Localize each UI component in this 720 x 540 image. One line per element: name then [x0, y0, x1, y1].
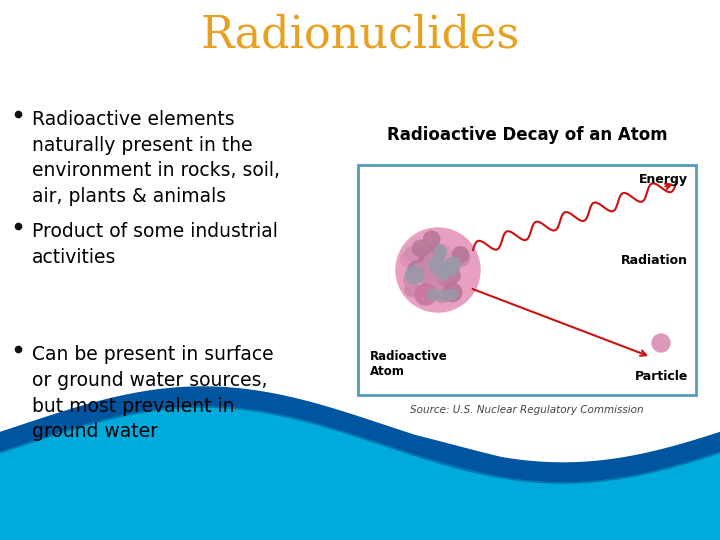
Circle shape [396, 228, 480, 312]
Circle shape [415, 284, 436, 305]
Circle shape [405, 266, 423, 284]
Circle shape [431, 264, 444, 276]
Circle shape [405, 282, 419, 296]
Circle shape [652, 334, 670, 352]
Circle shape [436, 268, 453, 285]
Circle shape [433, 283, 452, 302]
Text: Can be present in surface
or ground water sources,
but most prevalent in
ground : Can be present in surface or ground wate… [32, 345, 274, 441]
Circle shape [423, 231, 440, 247]
Circle shape [423, 277, 437, 291]
Text: Particle: Particle [634, 370, 688, 383]
Circle shape [428, 289, 438, 301]
Circle shape [414, 286, 432, 303]
Text: Radioactive elements
naturally present in the
environment in rocks, soil,
air, p: Radioactive elements naturally present i… [32, 110, 280, 206]
Circle shape [428, 247, 444, 262]
Circle shape [428, 256, 446, 273]
Circle shape [424, 253, 439, 268]
Circle shape [427, 244, 446, 262]
Circle shape [444, 262, 457, 276]
Circle shape [428, 261, 448, 281]
Circle shape [428, 255, 441, 268]
Circle shape [413, 240, 429, 256]
Circle shape [408, 261, 426, 280]
Circle shape [454, 249, 469, 266]
Circle shape [419, 251, 435, 266]
Circle shape [446, 257, 461, 272]
Circle shape [404, 274, 417, 287]
Bar [358, 165, 696, 395]
Text: Radioactive
Atom: Radioactive Atom [370, 350, 448, 378]
Circle shape [410, 246, 429, 265]
Circle shape [435, 247, 446, 259]
Circle shape [446, 289, 457, 300]
Text: Radioactive Decay of an Atom: Radioactive Decay of an Atom [387, 126, 667, 144]
Circle shape [435, 245, 446, 256]
Circle shape [444, 284, 462, 302]
Circle shape [436, 266, 450, 280]
Text: Energy: Energy [639, 173, 688, 186]
Circle shape [444, 268, 460, 284]
Circle shape [431, 245, 452, 266]
Circle shape [400, 252, 414, 266]
Circle shape [438, 290, 449, 300]
Text: Radionuclides: Radionuclides [200, 14, 520, 57]
Circle shape [452, 247, 469, 262]
Text: Product of some industrial
activities: Product of some industrial activities [32, 222, 278, 267]
Circle shape [430, 264, 445, 279]
Circle shape [413, 262, 433, 282]
Text: Radiation: Radiation [621, 253, 688, 267]
Circle shape [438, 264, 455, 281]
Circle shape [405, 247, 418, 261]
Text: Source: U.S. Nuclear Regulatory Commission: Source: U.S. Nuclear Regulatory Commissi… [410, 405, 644, 415]
